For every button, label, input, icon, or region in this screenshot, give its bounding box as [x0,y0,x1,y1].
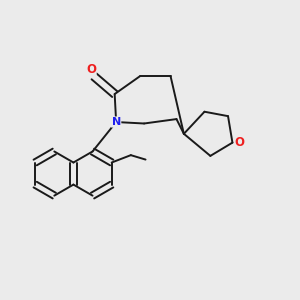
Text: O: O [235,136,245,149]
Text: O: O [86,62,96,76]
Text: N: N [112,117,121,127]
